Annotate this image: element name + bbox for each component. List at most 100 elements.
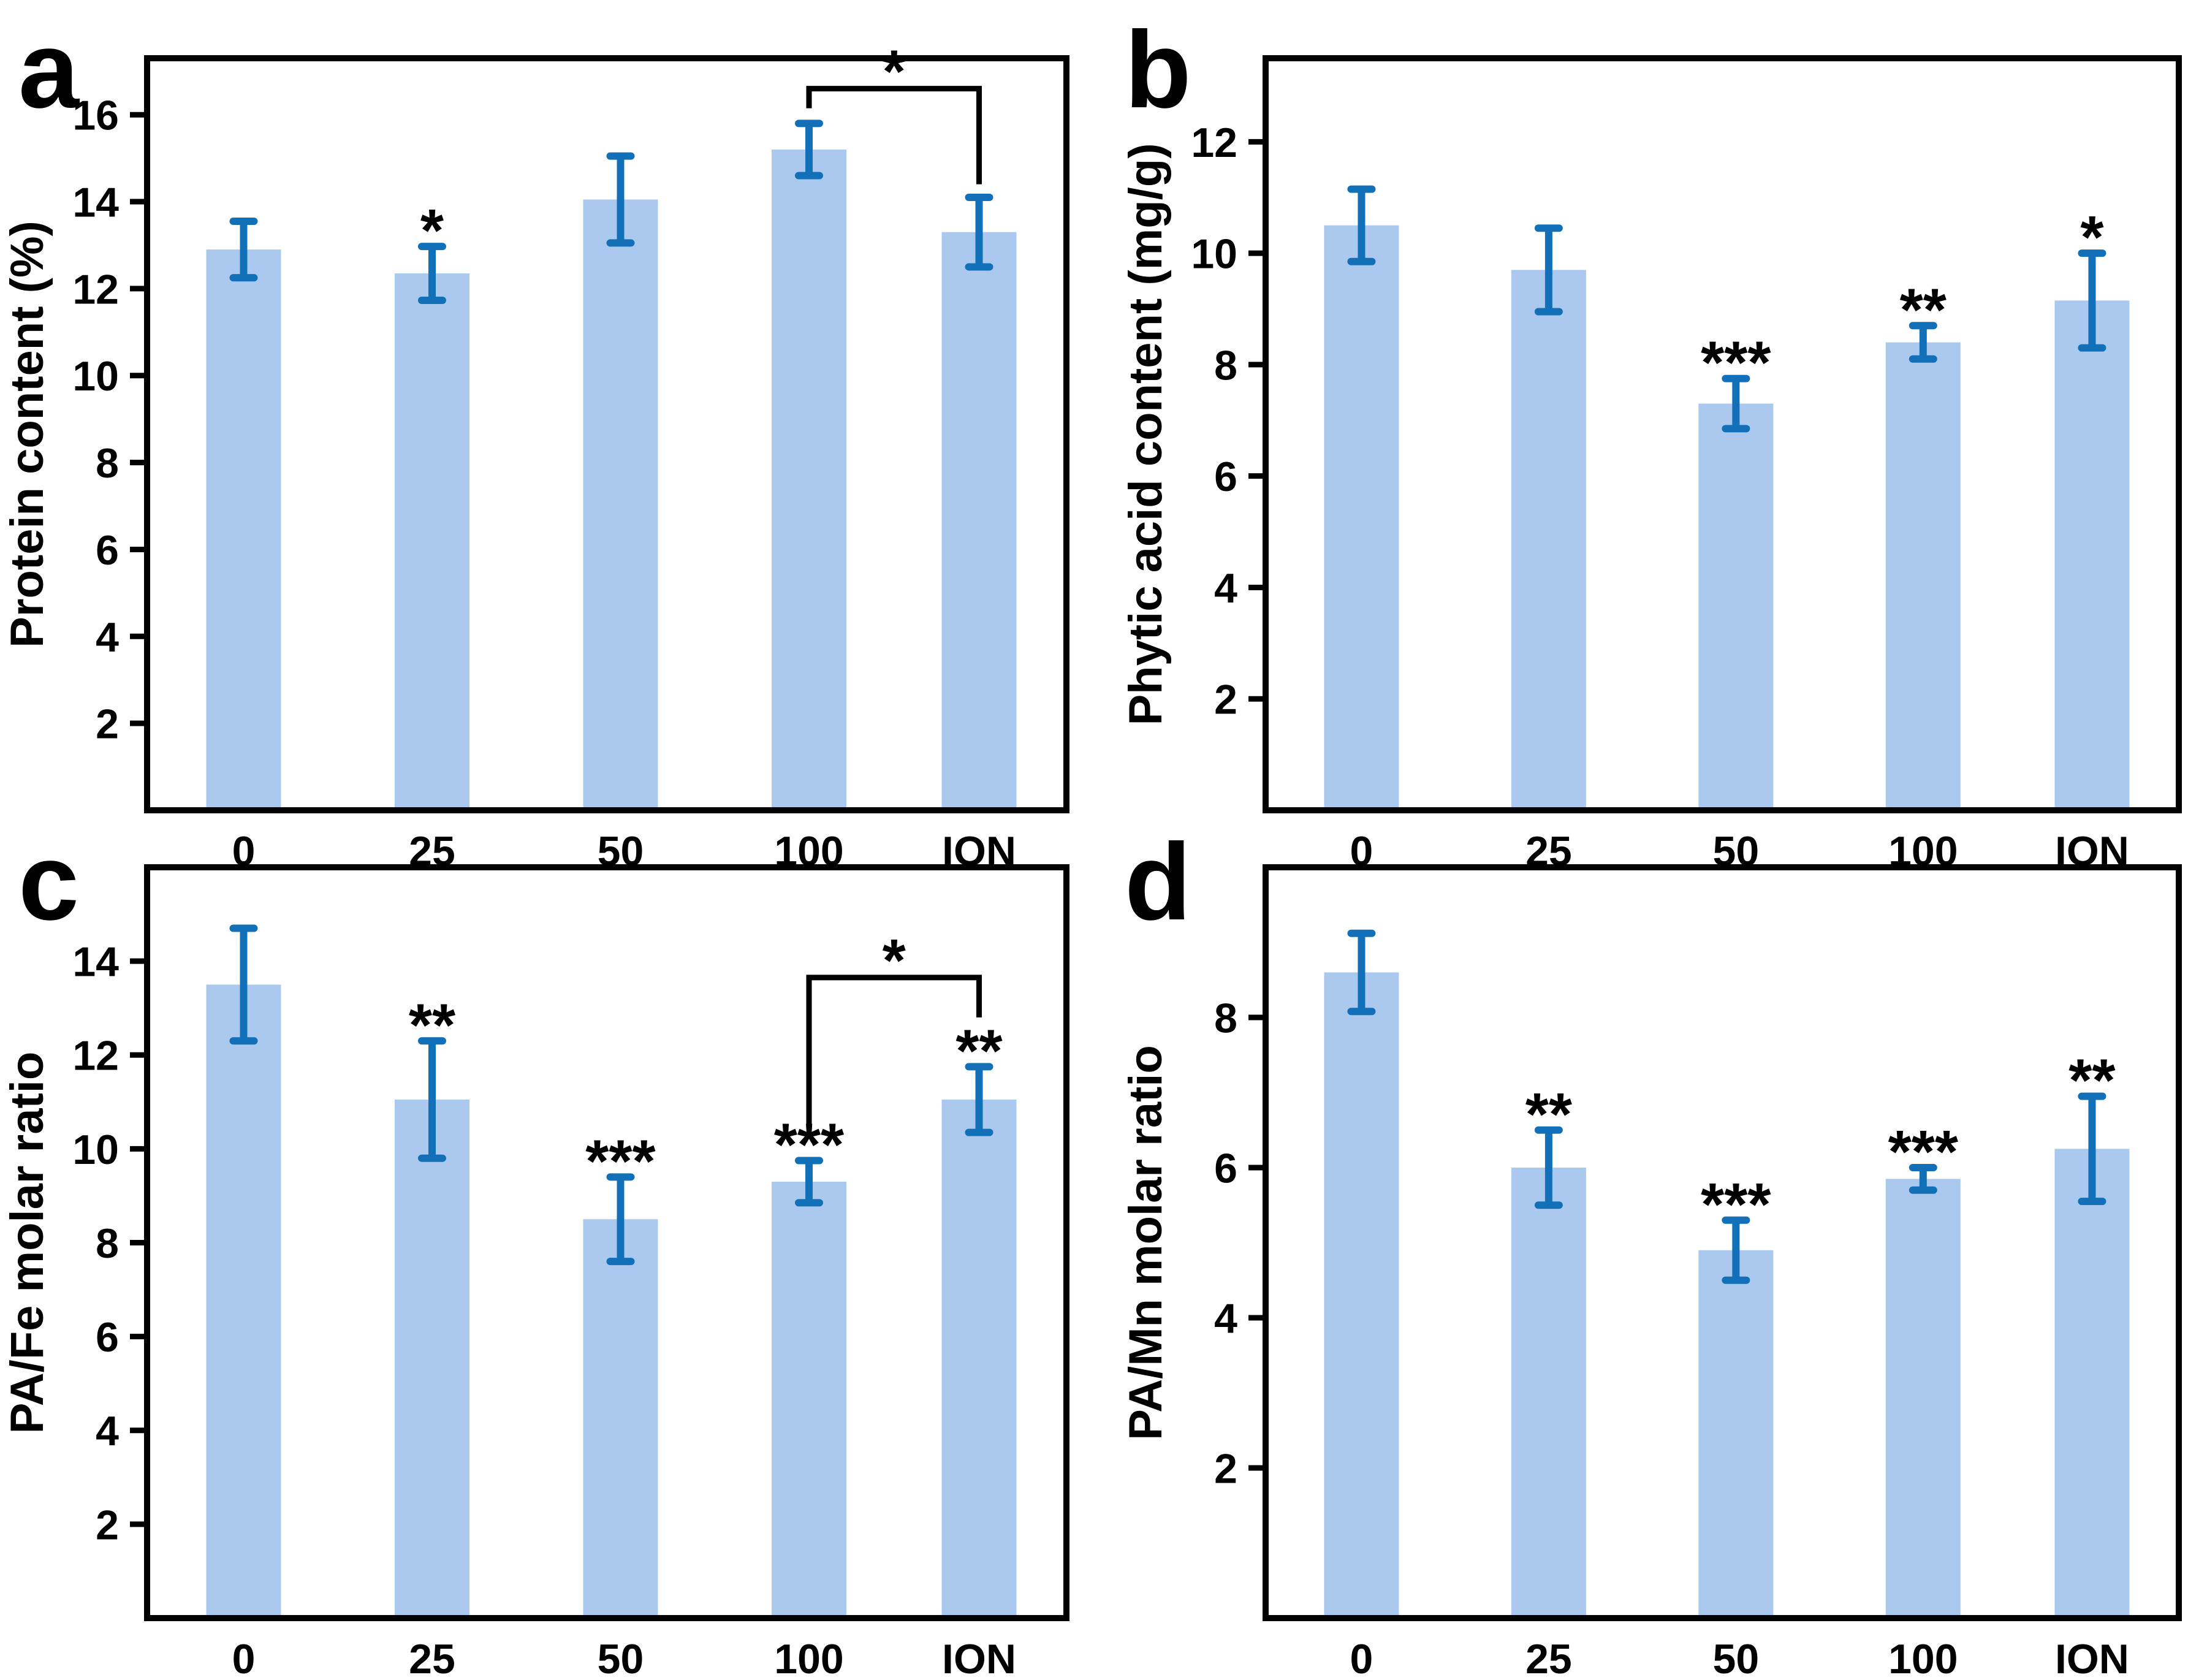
- x-label-d-50: 50: [1713, 1636, 1760, 1677]
- error-bar-b-50: [1722, 374, 1750, 433]
- y-tick-label-b-10: 10: [1191, 231, 1237, 278]
- y-tick-label-c-6: 6: [96, 1314, 119, 1361]
- x-label-c-50: 50: [598, 1636, 644, 1677]
- significance-a-25: *: [420, 197, 444, 264]
- y-tick-label-d-8: 8: [1214, 995, 1237, 1041]
- comparison-bracket-c: [806, 975, 982, 1126]
- significance-b-100: **: [1900, 276, 1947, 343]
- x-label-c-ION: ION: [942, 1636, 1016, 1677]
- y-tick-label-c-4: 4: [96, 1408, 119, 1454]
- significance-d-ION: **: [2068, 1047, 2116, 1114]
- y-tick-label-a-2: 2: [96, 701, 119, 748]
- bracket-label-a: *: [883, 38, 906, 105]
- bar-d-50: [1698, 1250, 1774, 1618]
- y-tick-label-a-12: 12: [72, 266, 119, 313]
- error-bar-c-ION: [965, 1063, 993, 1136]
- significance-c-ION: **: [955, 1017, 1003, 1084]
- bar-b-100: [1885, 342, 1961, 810]
- bar-b-0: [1324, 225, 1399, 811]
- y-tick-label-d-6: 6: [1214, 1145, 1237, 1192]
- x-label-d-ION: ION: [2055, 1636, 2129, 1677]
- error-bar-d-ION: [2078, 1092, 2106, 1206]
- x-label-d-25: 25: [1525, 1636, 1572, 1677]
- y-tick-label-a-4: 4: [96, 614, 119, 661]
- bar-c-ION: [941, 1099, 1017, 1618]
- bar-a-ION: [941, 232, 1017, 810]
- y-axis-title-b: Phytic acid content (mg/g): [1120, 143, 1172, 725]
- significance-c-25: **: [409, 991, 456, 1059]
- bar-c-50: [583, 1219, 658, 1618]
- error-bar-d-100: [1909, 1164, 1937, 1194]
- error-bar-b-25: [1534, 224, 1563, 316]
- y-tick-label-b-12: 12: [1191, 120, 1237, 166]
- bar-d-ION: [2054, 1149, 2130, 1618]
- plot-box-b: [1263, 55, 2182, 813]
- bracket-label-c: *: [883, 927, 906, 994]
- significance-b-ION: *: [2080, 203, 2104, 271]
- y-tick-label-a-8: 8: [96, 440, 119, 487]
- error-bar-b-ION: [2078, 249, 2106, 352]
- error-bar-d-0: [1347, 929, 1376, 1016]
- plot-box-c: [144, 864, 1069, 1621]
- error-bar-d-25: [1534, 1126, 1563, 1209]
- bar-b-50: [1698, 403, 1774, 810]
- bar-b-25: [1511, 270, 1586, 810]
- y-tick-label-a-10: 10: [72, 353, 119, 400]
- y-tick-label-d-4: 4: [1214, 1295, 1237, 1342]
- plot-box-a: [144, 55, 1069, 813]
- y-axis-title-a: Protein content (%): [1, 221, 53, 648]
- y-tick-label-b-8: 8: [1214, 342, 1237, 389]
- y-tick-label-a-6: 6: [96, 527, 119, 574]
- y-tick-label-b-4: 4: [1214, 565, 1237, 612]
- error-bar-c-100: [795, 1157, 823, 1207]
- panel-letter-b: b: [1125, 9, 1191, 131]
- significance-d-50: ***: [1701, 1171, 1771, 1238]
- y-axis-title-d: PA/Mn molar ratio: [1120, 1045, 1172, 1440]
- bar-a-25: [395, 273, 469, 811]
- y-tick-label-c-14: 14: [72, 939, 119, 986]
- error-bar-b-100: [1909, 322, 1937, 363]
- comparison-bracket-a: [806, 86, 982, 184]
- x-label-c-25: 25: [409, 1636, 455, 1677]
- bar-a-100: [772, 149, 846, 811]
- error-bar-c-50: [606, 1173, 635, 1266]
- error-bar-a-0: [229, 217, 258, 282]
- y-tick-label-c-8: 8: [96, 1220, 119, 1267]
- error-bar-a-50: [606, 152, 635, 247]
- panel-letter-a: a: [18, 9, 80, 131]
- y-tick-label-b-2: 2: [1214, 677, 1237, 723]
- panel-letter-d: d: [1125, 821, 1191, 943]
- error-bar-b-0: [1347, 185, 1376, 265]
- bar-d-100: [1885, 1179, 1961, 1618]
- significance-b-50: ***: [1701, 329, 1771, 397]
- y-tick-label-d-2: 2: [1214, 1445, 1237, 1492]
- error-bar-a-ION: [965, 193, 993, 271]
- x-label-c-100: 100: [774, 1636, 843, 1677]
- y-tick-label-b-6: 6: [1214, 454, 1237, 500]
- y-tick-label-c-10: 10: [72, 1127, 119, 1173]
- bar-a-0: [206, 249, 281, 811]
- error-bar-a-25: [418, 243, 446, 305]
- plot-box-d: [1263, 864, 2182, 1621]
- bar-b-ION: [2054, 300, 2130, 810]
- significance-d-25: **: [1525, 1081, 1573, 1148]
- y-axis-title-c: PA/Fe molar ratio: [1, 1052, 53, 1434]
- error-bar-c-0: [229, 924, 258, 1045]
- y-tick-label-a-14: 14: [72, 180, 119, 226]
- error-bar-c-25: [418, 1037, 446, 1162]
- significance-d-100: ***: [1888, 1118, 1959, 1185]
- x-label-c-0: 0: [232, 1636, 256, 1677]
- bar-c-0: [206, 984, 281, 1618]
- significance-c-50: ***: [585, 1127, 656, 1195]
- y-tick-label-c-12: 12: [72, 1033, 119, 1079]
- error-bar-d-50: [1722, 1216, 1750, 1284]
- bar-d-0: [1324, 972, 1399, 1618]
- error-bar-a-100: [795, 120, 823, 180]
- bar-d-25: [1511, 1168, 1586, 1618]
- panel-letter-c: c: [18, 821, 79, 943]
- bar-c-100: [772, 1181, 846, 1618]
